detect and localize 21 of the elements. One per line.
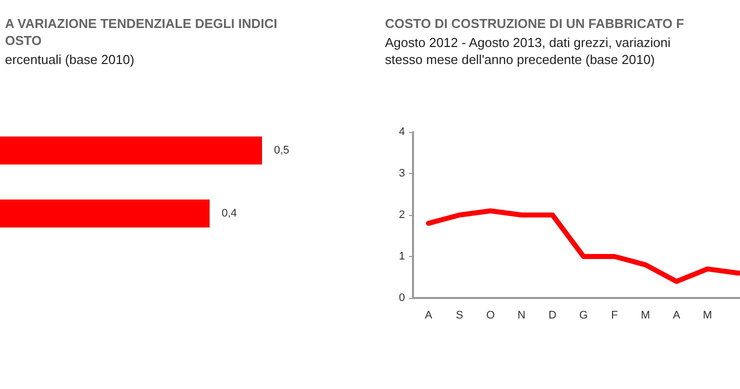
- chart-title: A VARIAZIONE TENDENZIALE DEGLI INDICI OSTO: [5, 16, 278, 48]
- x-tick-label: F: [611, 310, 618, 322]
- y-tick-label: 2: [398, 209, 405, 221]
- chart-title: COSTO DI COSTRUZIONE DI UN FABBRICATO F: [385, 16, 684, 31]
- x-tick-label: D: [548, 310, 557, 322]
- data-label: 0,4: [222, 208, 237, 220]
- y-tick-label: 4: [398, 126, 405, 138]
- x-tick-label: A: [672, 310, 681, 322]
- x-tick-label: G: [579, 310, 588, 322]
- x-tick-label: S: [456, 310, 464, 322]
- x-tick-label: A: [424, 310, 433, 322]
- chart-subtitle: Agosto 2012 - Agosto 2013, dati grezzi, variazioni stesso mese dell'anno precedente (base 2010): [385, 35, 671, 67]
- y-tick-label: 3: [398, 168, 405, 180]
- y-tick-label: 0: [398, 292, 405, 304]
- x-tick-label: O: [486, 310, 496, 322]
- x-tick-label: M: [702, 310, 712, 322]
- chart-subtitle: ercentuali (base 2010): [5, 52, 134, 67]
- data-label: 0,5: [274, 144, 290, 156]
- y-tick-label: 1: [398, 250, 405, 262]
- x-tick-label: N: [518, 310, 526, 322]
- x-tick-label: M: [640, 310, 650, 322]
